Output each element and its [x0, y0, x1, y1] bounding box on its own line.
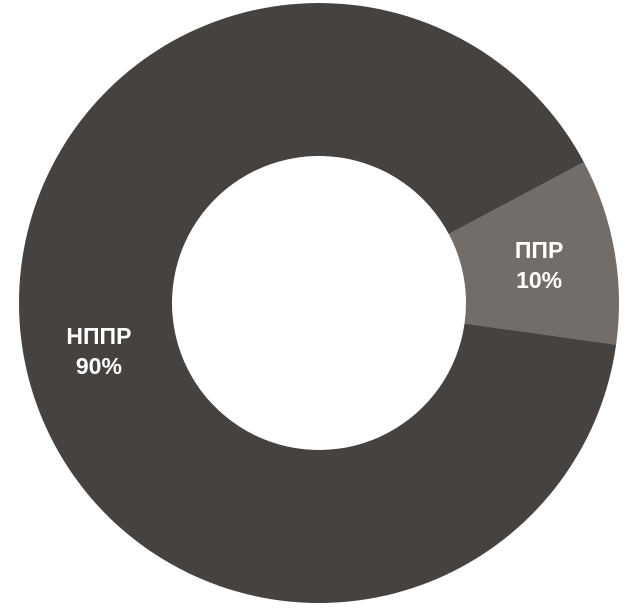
slice-category-label: НППР — [66, 323, 131, 349]
slice-category-label: ППР — [515, 237, 563, 263]
donut-slice-2 — [19, 3, 617, 604]
donut-slice-1 — [448, 162, 619, 345]
donut-slices — [19, 3, 619, 604]
slice-value-label: 90% — [76, 353, 122, 379]
donut-labels: ППР 10% НППР 90% — [66, 237, 563, 379]
slice-value-label: 10% — [516, 267, 562, 293]
